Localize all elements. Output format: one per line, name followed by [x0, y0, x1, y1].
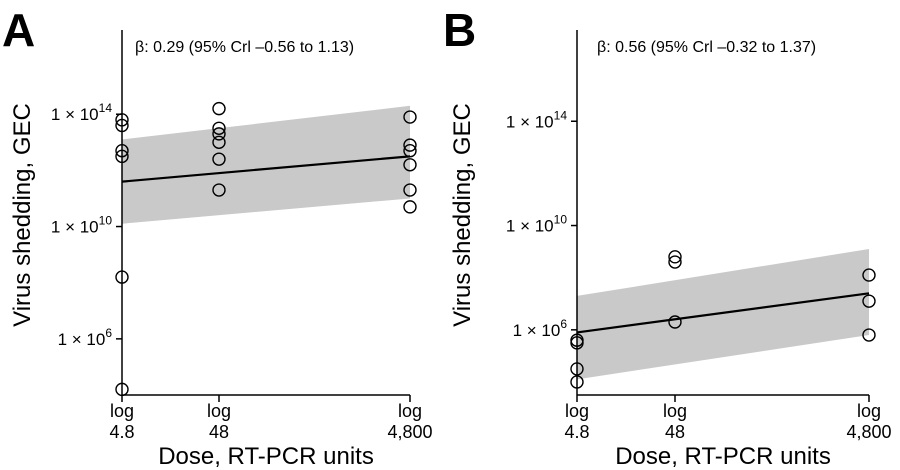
panel-b-y-tick-label: 1 × 1014 — [506, 108, 567, 131]
panel-a-y-tick-label: 1 × 1014 — [51, 101, 112, 124]
y-tick-exponent: 6 — [105, 326, 112, 340]
panel-a-data-point — [403, 138, 417, 152]
y-tick-exponent: 14 — [554, 108, 568, 122]
panel-a-data-point — [115, 270, 129, 284]
panel-b-data-point — [862, 268, 876, 282]
panel-a-data-point — [115, 113, 129, 127]
panel-a-data-point — [212, 127, 226, 141]
panel-a-y-axis-label: Virus shedding, GEC — [9, 103, 36, 327]
panel-b-data-point — [668, 315, 682, 329]
panel-a-beta-annotation: β: 0.29 (95% Crl –0.56 to 1.13) — [135, 39, 354, 56]
panel-a-data-point — [403, 110, 417, 124]
panel-b-data-point — [668, 255, 682, 269]
y-tick-exponent: 14 — [99, 101, 113, 115]
panel-a-data-point — [212, 183, 226, 197]
panel-a-data-point — [403, 200, 417, 214]
panel-b-beta-annotation: β: 0.56 (95% Crl –0.32 to 1.37) — [597, 39, 816, 56]
panel-b-data-point — [862, 328, 876, 342]
panel-b-data-point — [570, 336, 584, 350]
y-tick-exponent: 10 — [554, 213, 568, 227]
panel-b: B β: 0.56 (95% Crl –0.32 to 1.37) Virus … — [443, 4, 892, 470]
panel-b-x-tick-label-line2: 4.8 — [564, 422, 589, 442]
panel-a-x-tick-label-line1: log — [110, 401, 134, 421]
panel-a-data-point — [115, 118, 129, 133]
panel-b-data-point — [570, 362, 584, 376]
panel-a-x-tick-label-line1: log — [398, 401, 422, 421]
panel-a-label: A — [2, 4, 35, 56]
panel-a: A β: 0.29 (95% Crl –0.56 to 1.13) Virus … — [2, 4, 433, 470]
panel-a-data-point — [115, 149, 129, 164]
panel-b-data-point — [570, 375, 584, 389]
panel-b-data-point — [862, 294, 876, 308]
panel-b-y-tick-label: 1 × 106 — [513, 317, 568, 340]
panel-a-data-point — [115, 382, 129, 397]
panel-b-x-tick-label-line2: 4,800 — [846, 422, 891, 442]
panel-a-data-point — [115, 144, 129, 158]
panel-b-data-point — [668, 250, 682, 264]
panel-a-x-tick-label-line2: 48 — [209, 422, 229, 442]
panel-b-y-axis-label: Virus shedding, GEC — [449, 103, 476, 327]
panel-a-y-tick-label: 1 × 106 — [58, 326, 113, 349]
panel-b-x-axis-label: Dose, RT-PCR units — [615, 443, 831, 470]
y-tick-coefficient: 1 × 10 — [58, 330, 106, 349]
panel-b-x-tick-label-line1: log — [857, 401, 881, 421]
y-tick-coefficient: 1 × 10 — [506, 217, 554, 236]
panel-a-data-point — [212, 101, 226, 116]
panel-a-y-tick-label: 1 × 1010 — [51, 214, 112, 237]
panel-b-x-tick-label-line1: log — [663, 401, 687, 421]
y-tick-exponent: 10 — [99, 214, 113, 228]
panel-a-data-point — [403, 144, 417, 158]
panel-a-x-tick-label-line2: 4,800 — [387, 422, 432, 442]
panel-b-x-tick-label-line2: 48 — [665, 422, 685, 442]
panel-b-y-tick-label: 1 × 1010 — [506, 213, 567, 236]
y-tick-coefficient: 1 × 10 — [513, 321, 561, 340]
panel-b-label: B — [443, 4, 476, 56]
panel-a-x-tick-label-line1: log — [207, 401, 231, 421]
panel-b-regression-line — [576, 292, 870, 334]
panel-b-x-tick-label-line1: log — [565, 401, 589, 421]
y-tick-coefficient: 1 × 10 — [51, 105, 99, 124]
panel-a-x-tick-label-line2: 4.8 — [109, 422, 134, 442]
panel-b-ci-band — [577, 249, 869, 380]
y-tick-exponent: 6 — [560, 317, 567, 331]
panel-a-data-point — [212, 135, 226, 150]
panel-a-data-point — [403, 183, 417, 197]
y-tick-coefficient: 1 × 10 — [506, 112, 554, 131]
panel-a-x-axis-label: Dose, RT-PCR units — [158, 443, 374, 470]
panel-a-data-point — [403, 158, 417, 172]
panel-a-ci-band — [122, 105, 410, 224]
panel-a-data-point — [212, 152, 226, 166]
panel-a-data-point — [212, 121, 226, 135]
y-tick-coefficient: 1 × 10 — [51, 218, 99, 237]
panel-a-regression-line — [121, 155, 411, 183]
